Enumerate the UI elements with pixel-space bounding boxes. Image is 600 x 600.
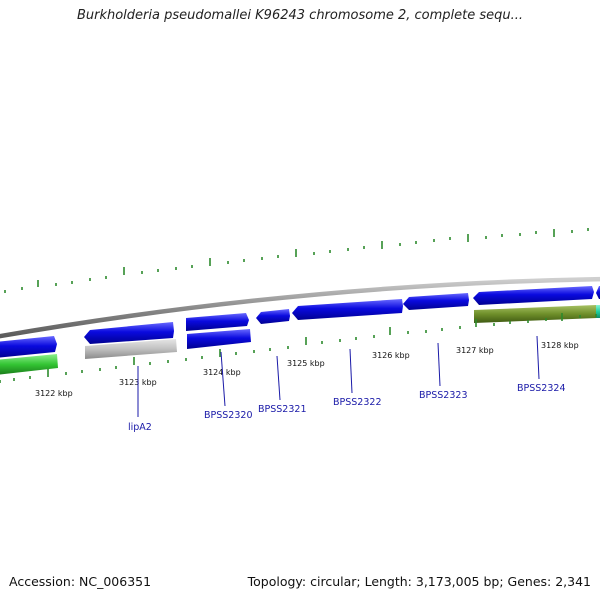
gene-label-bpss2320: BPSS2320: [204, 410, 252, 421]
inner-features[interactable]: [0, 305, 600, 375]
feature-bar-olive: [474, 305, 597, 323]
scale-label: 3124 kbp: [203, 368, 241, 377]
feature-bar-teal: [596, 305, 600, 318]
scale-label: 3126 kbp: [372, 351, 410, 360]
scale-label: 3127 kbp: [456, 346, 494, 355]
cds-arrow-lipA2: [84, 322, 174, 344]
scale-label: 3125 kbp: [287, 359, 325, 368]
gene-labels[interactable]: lipA2 BPSS2320 BPSS2321 BPSS2322 BPSS232…: [128, 383, 565, 433]
cds-arrow: [0, 336, 57, 358]
gene-label-bpss2322: BPSS2322: [333, 397, 381, 408]
gene-label-bpss2324: BPSS2324: [517, 383, 565, 394]
cds-arrow-bpss2322: [292, 299, 403, 320]
cds-arrow-bpss2320: [186, 313, 249, 331]
gene-label-lipA2: lipA2: [128, 422, 152, 433]
chromosome-backbone: [0, 276, 600, 339]
feature-bar-green: [0, 354, 58, 375]
feature-bar: [187, 329, 251, 349]
gene-label-bpss2323: BPSS2323: [419, 390, 467, 401]
feature-bar-grey: [85, 339, 177, 359]
cds-arrow-bpss2324: [473, 286, 594, 305]
scale-tick-row: [0, 313, 597, 383]
genome-summary-text: Topology: circular; Length: 3,173,005 bp…: [247, 574, 591, 589]
accession-text: Accession: NC_006351: [9, 574, 152, 589]
outer-tick-row: [4, 228, 589, 293]
cds-arrow-bpss2323: [403, 293, 469, 310]
scale-label: 3122 kbp: [35, 389, 73, 398]
scale-label: 3128 kbp: [541, 341, 579, 350]
cds-arrow-edge: [596, 286, 600, 299]
forward-strand-features[interactable]: [0, 286, 600, 358]
cds-arrow-bpss2321: [256, 309, 290, 324]
gene-leader-lines: [137, 335, 540, 417]
gene-label-bpss2321: BPSS2321: [258, 404, 306, 415]
map-title: Burkholderia pseudomallei K96243 chromos…: [76, 8, 524, 23]
